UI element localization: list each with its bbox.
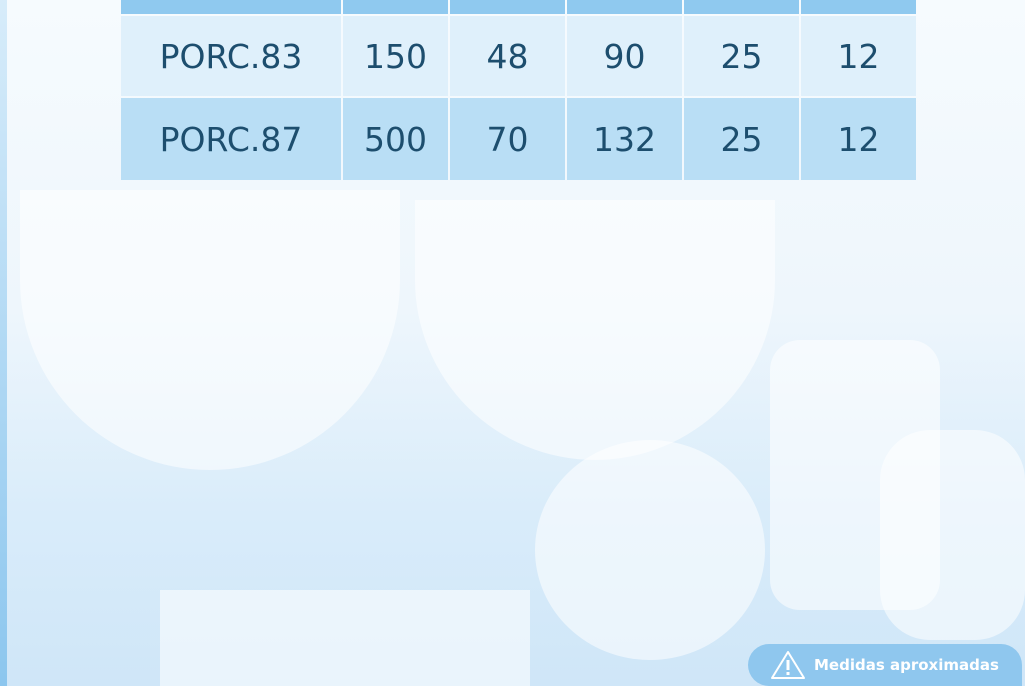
table-cell: 70 <box>450 98 565 180</box>
bg-plate <box>160 590 530 686</box>
table-cell: 500 <box>343 98 448 180</box>
bg-funnel <box>535 440 765 660</box>
edge-strip <box>0 0 7 686</box>
header-cell <box>121 0 341 14</box>
badge: Medidas aproximadas <box>748 644 1022 686</box>
table-cell: 12 <box>801 98 916 180</box>
table-cell: 25 <box>684 16 799 96</box>
bg-tube <box>880 430 1025 640</box>
table-cell: 48 <box>450 16 565 96</box>
warning-icon <box>770 650 806 680</box>
table-cell: 25 <box>684 98 799 180</box>
table-cell: PORC.87 <box>121 98 341 180</box>
bg-bowl <box>415 200 775 460</box>
badge-text: Medidas aproximadas <box>814 656 999 674</box>
table-cell: 90 <box>567 16 682 96</box>
header-cell <box>684 0 799 14</box>
table-cell: 12 <box>801 16 916 96</box>
table-cell: 150 <box>343 16 448 96</box>
header-cell <box>801 0 916 14</box>
table-cell: PORC.83 <box>121 16 341 96</box>
page: PORC.8315048902512 PORC.87500701322512 Me… <box>0 0 1025 686</box>
header-cell <box>343 0 448 14</box>
bg-bowl <box>20 190 400 470</box>
table-cell: 132 <box>567 98 682 180</box>
header-cell <box>567 0 682 14</box>
header-cell <box>450 0 565 14</box>
